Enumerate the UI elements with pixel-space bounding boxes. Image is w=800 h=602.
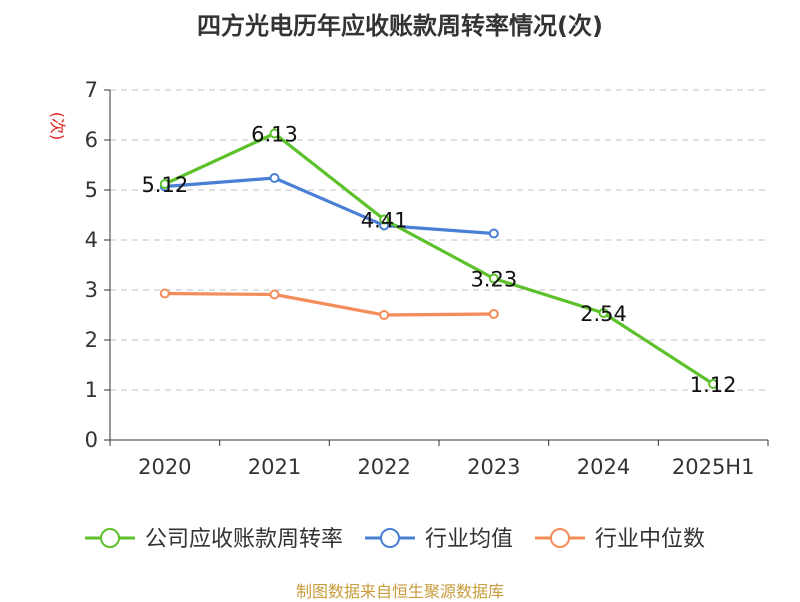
y-tick-label: 5 xyxy=(85,178,98,202)
legend-marker xyxy=(550,528,570,548)
legend-label: 公司应收账款周转率 xyxy=(145,527,343,552)
data-point xyxy=(598,308,609,318)
x-tick-label: 2021 xyxy=(248,455,301,479)
data-point xyxy=(708,379,719,389)
grid-lines xyxy=(110,89,768,391)
data-point xyxy=(269,128,280,139)
data-point xyxy=(488,228,499,239)
y-tick-label: 4 xyxy=(85,228,98,252)
y-tick-label: 6 xyxy=(85,128,98,152)
legend: 公司应收账款周转率 行业均值 行业中位数 xyxy=(85,527,705,552)
y-tick-label: 2 xyxy=(85,328,98,352)
data-label: 2.54 xyxy=(580,302,627,326)
data-label: 1.12 xyxy=(690,373,737,397)
data-point xyxy=(269,289,280,300)
chart-title: 四方光电历年应收账款周转率情况(次) xyxy=(197,12,603,40)
legend-label: 行业中位数 xyxy=(595,527,705,552)
series-line xyxy=(164,131,715,386)
x-tick-label: 2024 xyxy=(577,455,630,479)
data-point xyxy=(379,214,390,225)
y-axis-unit-label: (次) xyxy=(48,112,67,141)
legend-label: 行业均值 xyxy=(425,527,513,552)
data-point xyxy=(159,288,170,299)
axes: 0 1 2 3 4 5 6 7 2020 2021 2022 2023 2024 2025H1 xyxy=(85,78,769,479)
legend-item: 公司应收账款周转率 xyxy=(85,527,343,552)
y-tick-label: 7 xyxy=(85,78,98,102)
x-tick-label: 2022 xyxy=(357,455,410,479)
data-point xyxy=(269,173,280,183)
series-lines xyxy=(159,128,719,389)
y-tick-label: 1 xyxy=(85,378,98,402)
series-line xyxy=(164,176,494,236)
legend-item: 行业均值 xyxy=(365,527,513,552)
source-note: 制图数据来自恒生聚源数据库 xyxy=(295,582,504,601)
y-tick-label: 0 xyxy=(85,428,98,452)
legend-item: 行业中位数 xyxy=(535,527,705,552)
data-label: 4.41 xyxy=(361,209,408,233)
data-label: 6.13 xyxy=(251,123,298,147)
legend-marker xyxy=(380,528,400,548)
data-labels: 5.12 6.13 4.41 3.23 2.54 1.12 xyxy=(141,123,736,398)
y-tick-label: 3 xyxy=(85,278,98,302)
data-label: 5.12 xyxy=(141,173,188,197)
data-point xyxy=(488,309,499,319)
data-label: 3.23 xyxy=(470,268,517,292)
legend-marker xyxy=(100,528,120,548)
data-point xyxy=(159,179,170,189)
data-point xyxy=(379,310,390,320)
x-tick-label: 2023 xyxy=(467,455,520,479)
x-tick-label: 2025H1 xyxy=(672,455,755,479)
x-tick-label: 2020 xyxy=(138,455,191,479)
series-line xyxy=(164,291,494,317)
data-point xyxy=(488,273,499,284)
